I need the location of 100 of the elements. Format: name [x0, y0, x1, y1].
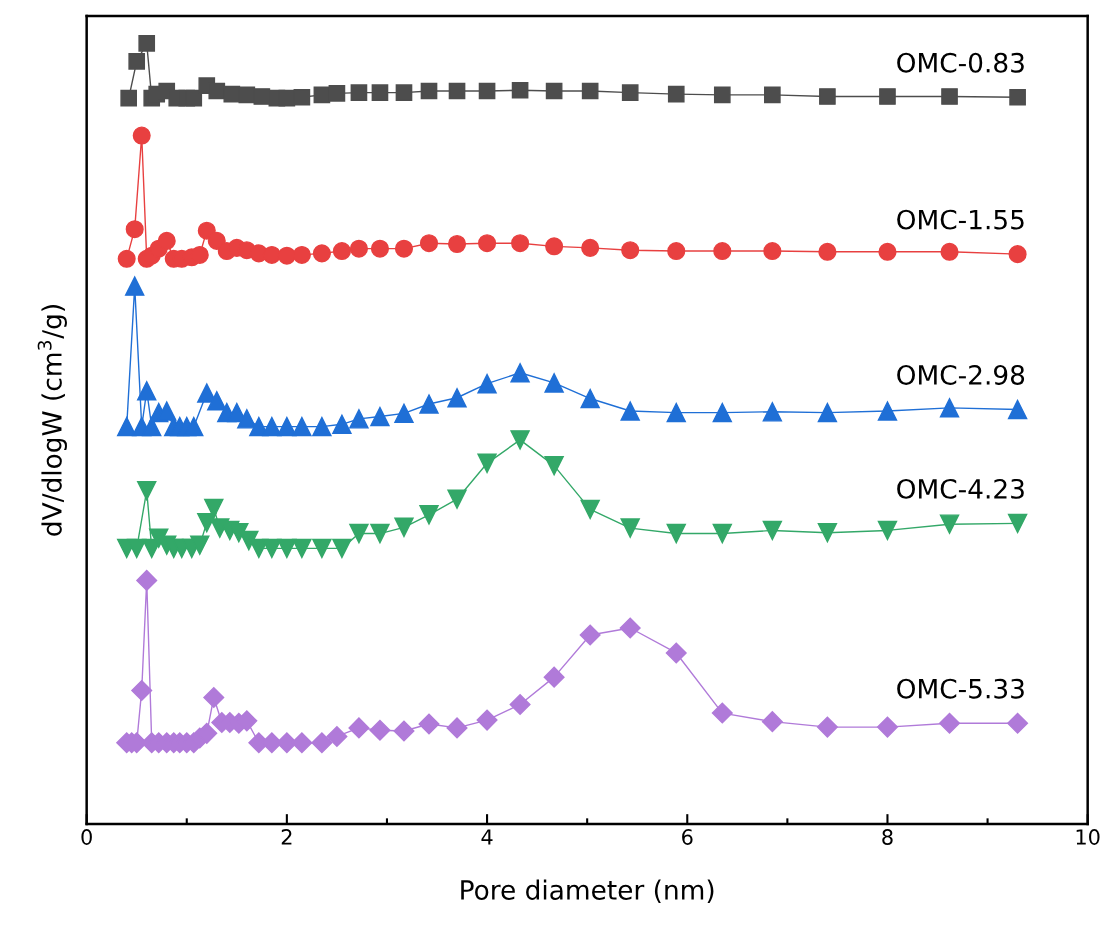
point — [332, 241, 351, 261]
point — [876, 716, 898, 738]
point — [447, 489, 467, 509]
point — [132, 126, 151, 145]
series-label: OMC-4.23 — [897, 478, 1024, 499]
point — [277, 246, 296, 265]
point — [393, 720, 415, 742]
point — [448, 234, 467, 254]
point — [447, 388, 467, 408]
point — [665, 642, 687, 664]
point — [1007, 712, 1029, 734]
point — [253, 88, 271, 105]
point — [395, 84, 413, 101]
point — [448, 82, 466, 100]
point — [940, 242, 959, 261]
point — [419, 234, 439, 253]
y-axis-title: dV/dlogW (cm$^{3}$/g) — [37, 305, 67, 536]
point — [136, 480, 157, 501]
point — [1007, 399, 1028, 420]
x-tick-label: 0 — [81, 829, 92, 845]
point — [238, 86, 256, 104]
point — [237, 409, 257, 429]
series-label: OMC-1.55 — [897, 209, 1024, 230]
point — [762, 520, 783, 541]
point — [190, 535, 210, 555]
point — [207, 391, 227, 411]
point — [394, 403, 414, 424]
point — [277, 416, 297, 437]
point — [711, 702, 733, 724]
point — [667, 241, 686, 261]
point — [621, 241, 640, 260]
point — [620, 401, 640, 421]
x-tick-label: 4 — [481, 829, 493, 845]
point — [370, 239, 389, 258]
point — [939, 398, 960, 418]
point — [816, 716, 838, 738]
point — [332, 538, 352, 559]
point — [763, 241, 782, 261]
point — [666, 523, 686, 544]
point — [1007, 513, 1028, 534]
point — [262, 245, 281, 264]
point — [477, 453, 497, 474]
point — [1009, 88, 1026, 106]
point — [713, 241, 732, 261]
point — [116, 416, 137, 437]
point — [326, 725, 348, 747]
point — [348, 717, 370, 739]
point — [817, 523, 838, 543]
x-tick-label: 8 — [882, 829, 893, 845]
point — [277, 538, 297, 559]
point — [117, 249, 136, 268]
point — [349, 239, 368, 258]
point — [312, 538, 332, 559]
x-tick-label: 10 — [1076, 829, 1100, 845]
point — [125, 220, 144, 239]
point — [203, 686, 225, 708]
point — [667, 85, 685, 103]
point — [157, 231, 176, 250]
point — [621, 84, 639, 101]
point — [761, 711, 783, 733]
point — [545, 82, 563, 100]
point — [511, 234, 530, 253]
point — [136, 569, 158, 591]
point — [371, 84, 389, 101]
point — [941, 88, 958, 105]
point — [620, 518, 640, 538]
point — [818, 242, 837, 261]
point — [877, 520, 898, 541]
point — [712, 402, 733, 423]
point — [544, 455, 564, 476]
point — [1008, 245, 1027, 264]
point — [877, 401, 898, 421]
point — [349, 523, 369, 544]
point — [394, 517, 414, 538]
point — [204, 498, 224, 519]
series-label: OMC-2.98 — [897, 364, 1025, 385]
point — [477, 373, 497, 394]
point — [543, 666, 565, 688]
point — [131, 679, 153, 701]
point — [292, 245, 311, 264]
x-tick-label: 6 — [682, 829, 693, 845]
point — [419, 505, 439, 525]
point — [581, 238, 600, 257]
point — [545, 237, 564, 256]
point — [291, 732, 313, 754]
x-axis-title: Pore diameter (nm) — [461, 879, 714, 903]
series-label: OMC-5.33 — [897, 678, 1024, 699]
point — [581, 82, 599, 100]
point — [136, 381, 157, 401]
point — [939, 712, 961, 734]
point — [369, 719, 391, 741]
series-label: OMC-0.83 — [897, 52, 1024, 73]
point — [312, 416, 332, 437]
point — [580, 499, 600, 520]
point — [666, 402, 686, 423]
point — [126, 538, 147, 559]
point — [509, 693, 531, 715]
point — [619, 617, 641, 639]
point — [939, 514, 960, 534]
point — [120, 89, 138, 107]
